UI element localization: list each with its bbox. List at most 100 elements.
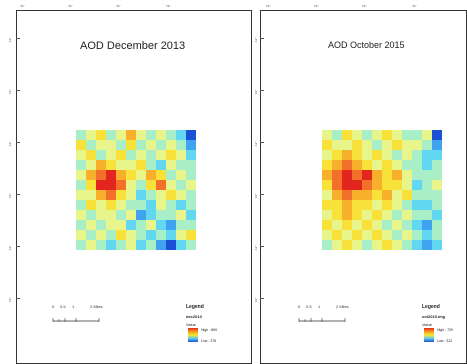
raster-cell	[352, 240, 362, 250]
raster-cell	[76, 140, 86, 150]
raster-cell	[402, 230, 412, 240]
raster-cell	[382, 240, 392, 250]
raster-cell	[106, 220, 116, 230]
raster-cell	[392, 220, 402, 230]
raster-cell	[136, 140, 146, 150]
raster-cell	[322, 230, 332, 240]
raster-cell	[96, 160, 106, 170]
coord-tick-label: 74°	[412, 4, 417, 8]
raster-cell	[362, 190, 372, 200]
raster-cell	[106, 170, 116, 180]
raster-cell	[392, 210, 402, 220]
raster-cell	[332, 170, 342, 180]
raster-cell	[352, 170, 362, 180]
raster-cell	[76, 190, 86, 200]
raster-cell	[332, 200, 342, 210]
lat-tick	[260, 90, 264, 91]
raster-cell	[342, 200, 352, 210]
scale-label: 2 Miles	[336, 304, 349, 309]
raster-cell	[186, 220, 196, 230]
raster-cell	[76, 180, 86, 190]
raster-cell	[362, 160, 372, 170]
legend-high: High : 729	[437, 328, 453, 332]
raster-cell	[116, 200, 126, 210]
raster-cell	[322, 200, 332, 210]
raster-cell	[352, 200, 362, 210]
raster-cell	[146, 200, 156, 210]
raster-cell	[342, 230, 352, 240]
lat-tick-label: 12°	[8, 37, 12, 42]
raster-cell	[432, 170, 442, 180]
raster-cell	[106, 230, 116, 240]
raster-cell	[352, 130, 362, 140]
raster-cell	[166, 210, 176, 220]
raster-cell	[332, 240, 342, 250]
raster-cell	[86, 220, 96, 230]
raster-cell	[402, 180, 412, 190]
lat-tick-label: 12°	[8, 141, 12, 146]
raster-cell	[116, 210, 126, 220]
raster-cell	[342, 130, 352, 140]
raster-cell	[156, 180, 166, 190]
raster-cell	[156, 200, 166, 210]
raster-cell	[392, 240, 402, 250]
raster-cell	[372, 140, 382, 150]
lat-tick	[16, 142, 20, 143]
raster-cell	[392, 130, 402, 140]
raster-cell	[422, 210, 432, 220]
lat-tick-label: 12°	[8, 245, 12, 250]
raster-cell	[136, 130, 146, 140]
raster-cell	[176, 150, 186, 160]
raster-cell	[186, 200, 196, 210]
raster-cell	[86, 150, 96, 160]
raster-cell	[412, 230, 422, 240]
raster-cell	[106, 180, 116, 190]
raster-cell	[332, 220, 342, 230]
raster-cell	[332, 130, 342, 140]
legend-high: High : 869	[201, 328, 217, 332]
raster-cell	[402, 170, 412, 180]
raster-cell	[156, 150, 166, 160]
raster-cell	[126, 210, 136, 220]
raster-cell	[412, 190, 422, 200]
raster-cell	[106, 210, 116, 220]
raster-cell	[186, 130, 196, 140]
raster-cell	[96, 140, 106, 150]
raster-cell	[186, 150, 196, 160]
raster-cell	[422, 160, 432, 170]
raster-cell	[322, 180, 332, 190]
raster-cell	[126, 170, 136, 180]
raster-cell	[412, 240, 422, 250]
raster-cell	[352, 160, 362, 170]
lat-tick-label: 12°	[8, 193, 12, 198]
lat-tick-label: 12°	[254, 297, 258, 302]
raster-cell	[342, 180, 352, 190]
raster-cell	[156, 170, 166, 180]
raster-cell	[166, 180, 176, 190]
raster-cell	[96, 210, 106, 220]
raster-cell	[342, 160, 352, 170]
raster-cell	[156, 140, 166, 150]
raster-cell	[166, 220, 176, 230]
raster-cell	[362, 170, 372, 180]
raster-cell	[116, 180, 126, 190]
raster-cell	[76, 130, 86, 140]
raster-cell	[166, 160, 176, 170]
raster-cell	[382, 180, 392, 190]
lat-tick-label: 12°	[8, 297, 12, 302]
raster-cell	[126, 150, 136, 160]
raster-cell	[76, 150, 86, 160]
raster-cell	[432, 220, 442, 230]
raster-cell	[422, 150, 432, 160]
lat-tick-label: 12°	[254, 89, 258, 94]
raster-cell	[382, 210, 392, 220]
raster-cell	[186, 170, 196, 180]
scale-bar	[52, 310, 100, 322]
raster-cell	[422, 180, 432, 190]
raster-cell	[166, 140, 176, 150]
raster-cell	[322, 140, 332, 150]
raster-cell	[362, 200, 372, 210]
raster-cell	[96, 190, 106, 200]
legend-heading: Legend	[186, 304, 204, 310]
raster-cell	[176, 220, 186, 230]
